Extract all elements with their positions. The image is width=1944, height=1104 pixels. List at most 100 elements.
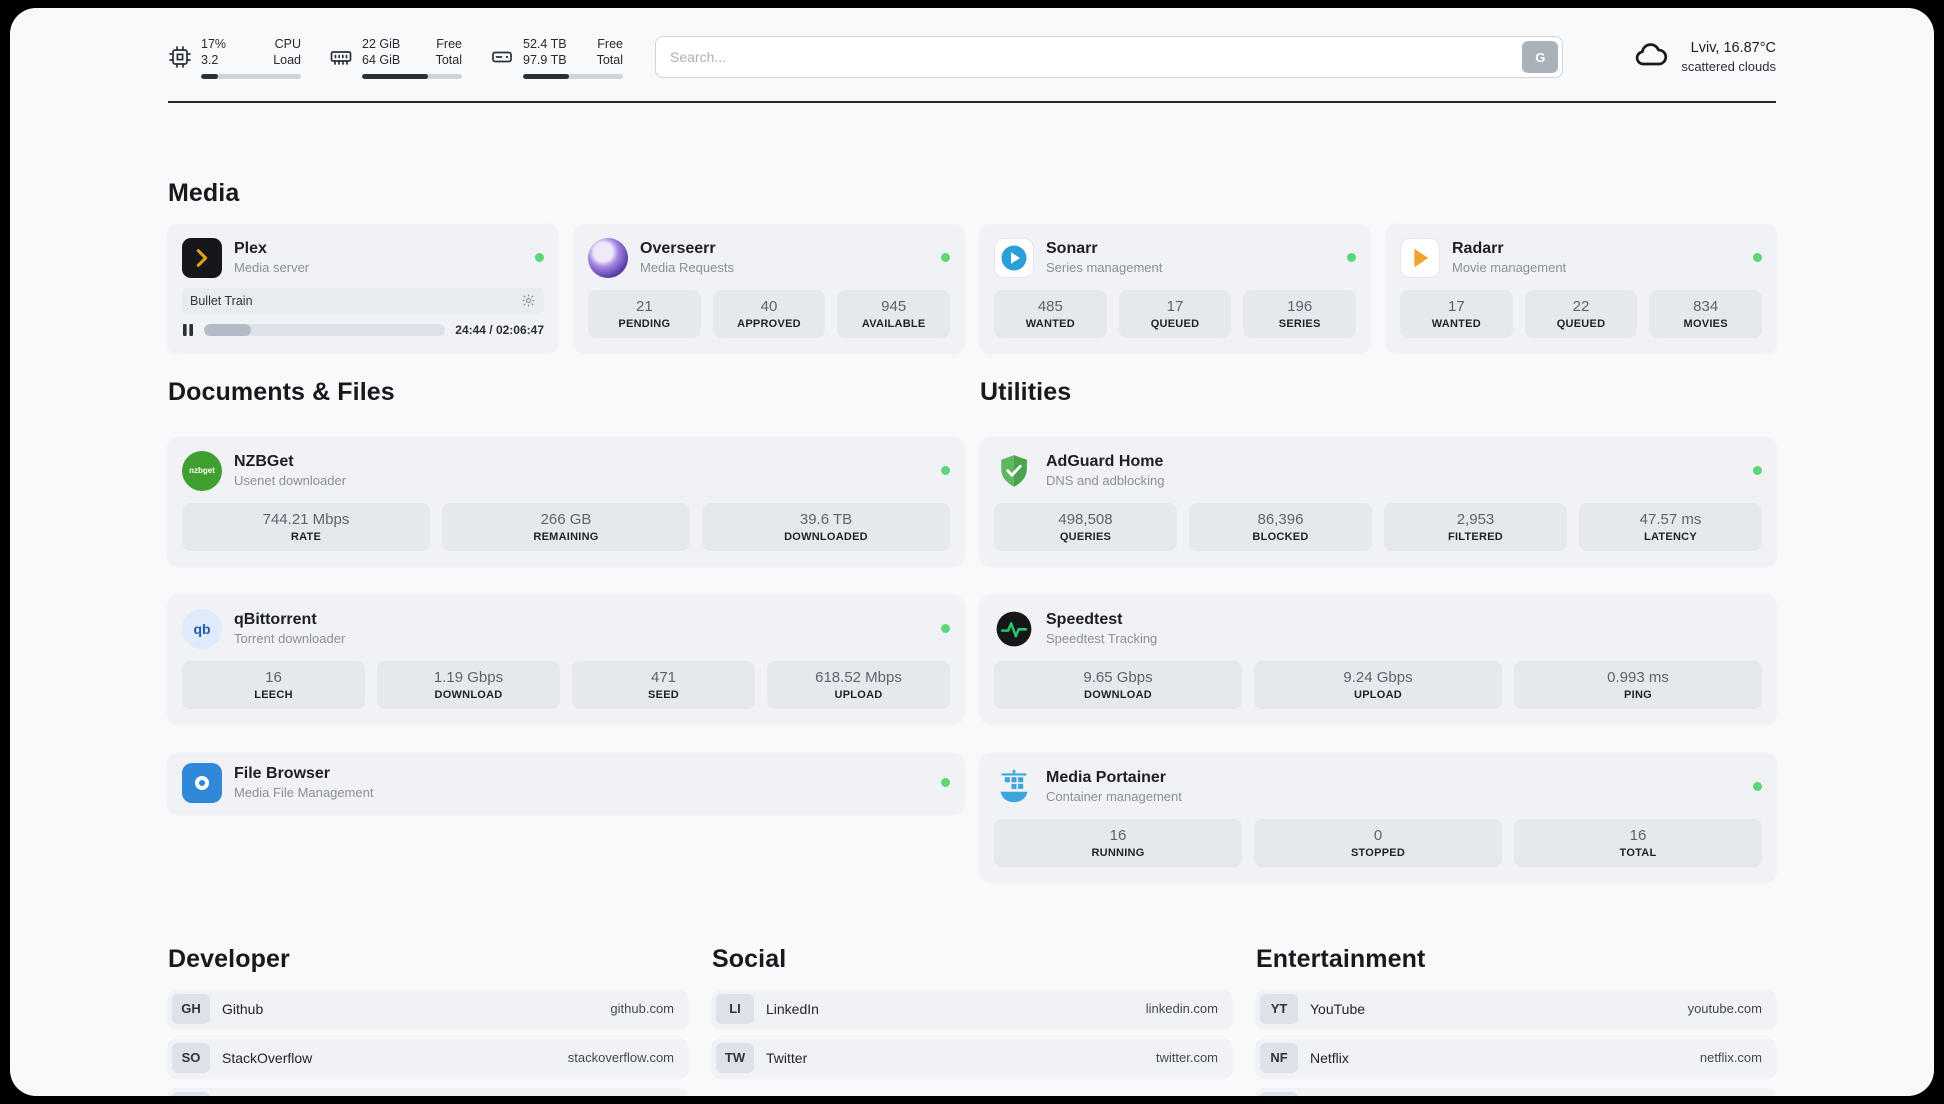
weather-widget: Lviv, 16.87°C scattered clouds <box>1633 37 1776 78</box>
cpu-icon <box>168 45 192 69</box>
ram-free: 22 GiB <box>362 37 401 51</box>
search-engine-button[interactable]: G <box>1522 41 1559 74</box>
ram-icon <box>329 45 353 69</box>
ram-progress-bar <box>362 73 462 79</box>
stat-upload: 9.24 Gbps UPLOAD <box>1254 660 1502 709</box>
app-subtitle: Speedtest Tracking <box>1046 631 1158 647</box>
app-card-sonarr[interactable]: Sonarr Series management 485 WANTED 17 QUE… <box>980 223 1370 352</box>
bookmark-group-entertainment: Entertainment YT YouTube youtube.com NF … <box>1256 944 1776 1096</box>
stat-pending: 21 PENDING <box>588 289 701 338</box>
app-subtitle: Media Requests <box>640 260 734 276</box>
youtube-badge-icon: YT <box>1260 993 1298 1024</box>
stat-wanted: 485 WANTED <box>994 289 1107 338</box>
reddit-badge-icon: RE <box>1260 1091 1298 1096</box>
app-name: File Browser <box>234 764 331 782</box>
nzbget-icon: nzbget <box>182 450 222 491</box>
stat-leech: 16 LEECH <box>182 660 365 709</box>
status-dot <box>1753 782 1762 791</box>
utilities-section-title: Utilities <box>980 377 1072 406</box>
app-name: Overseerr <box>640 239 716 257</box>
seek-bar[interactable] <box>204 323 446 336</box>
stat-rate: 744.21 Mbps RATE <box>182 502 430 551</box>
speedtest-icon <box>994 609 1034 649</box>
now-playing-title: Bullet Train <box>190 293 253 308</box>
bookmark-group-developer: Developer GH Github github.com SO StackO… <box>168 944 688 1096</box>
dashboard-screen: 17% 3.2 CPU Load 22 GiB 64 GiB <box>10 8 1934 1096</box>
github-badge-icon: GH <box>172 993 210 1024</box>
bookmark-linkedin[interactable]: LI LinkedIn linkedin.com <box>712 989 1232 1028</box>
entertainment-section-title: Entertainment <box>1256 944 1426 973</box>
app-card-plex[interactable]: Plex Media server Bullet Train <box>168 223 558 352</box>
sonarr-icon <box>994 237 1034 278</box>
app-name: Media Portainer <box>1046 768 1167 786</box>
app-card-portainer[interactable]: Media Portainer Container management 16 R… <box>980 752 1776 881</box>
settings-icon[interactable] <box>521 293 536 308</box>
cpu-progress-bar <box>201 73 301 79</box>
app-subtitle: Torrent downloader <box>234 631 346 647</box>
app-card-adguard[interactable]: AdGuard Home DNS and adblocking 498,508 Q… <box>980 436 1776 565</box>
header-divider <box>168 100 1776 103</box>
developer-section-title: Developer <box>168 944 290 973</box>
status-dot <box>1347 253 1356 262</box>
stat-remaining: 266 GB REMAINING <box>442 502 690 551</box>
bookmark-twitter[interactable]: TW Twitter twitter.com <box>712 1038 1232 1077</box>
linkedin-badge-icon: LI <box>716 993 754 1024</box>
search-input[interactable] <box>655 36 1564 79</box>
disk-total: 97.9 TB <box>523 53 567 68</box>
app-card-radarr[interactable]: Radarr Movie management 17 WANTED 22 QUEUE… <box>1386 223 1776 352</box>
bookmark-stackoverflow[interactable]: SO StackOverflow stackoverflow.com <box>168 1038 688 1077</box>
app-card-qbittorrent[interactable]: qb qBittorrent Torrent downloader 16 LEEC… <box>168 594 964 723</box>
bookmark-netflix[interactable]: NF Netflix netflix.com <box>1256 1038 1776 1077</box>
bookmark-youtube[interactable]: YT YouTube youtube.com <box>1256 989 1776 1028</box>
disk-free: 52.4 TB <box>523 37 567 51</box>
stat-download: 1.19 Gbps DOWNLOAD <box>377 660 560 709</box>
search: G <box>655 36 1564 79</box>
bookmark-github[interactable]: GH Github github.com <box>168 989 688 1028</box>
cpu-load-avg: 3.2 <box>201 53 219 68</box>
app-card-nzbget[interactable]: nzbget NZBGet Usenet downloader 744.21 M… <box>168 436 964 565</box>
stat-queries: 498,508 QUERIES <box>994 502 1177 551</box>
plex-icon <box>182 237 222 278</box>
stat-ping: 0.993 ms PING <box>1514 660 1762 709</box>
stat-running: 16 RUNNING <box>994 818 1242 867</box>
ram-stat: 22 GiB 64 GiB Free Total <box>329 36 462 79</box>
stat-queued: 22 QUEUED <box>1524 289 1638 338</box>
header: 17% 3.2 CPU Load 22 GiB 64 GiB <box>10 8 1934 79</box>
stat-approved: 40 APPROVED <box>712 289 826 338</box>
stat-filtered: 2,953 FILTERED <box>1384 502 1567 551</box>
stat-movies: 834 MOVIES <box>1649 289 1763 338</box>
status-dot <box>1753 466 1762 475</box>
bookmark-dev[interactable]: DT DEV dev.to <box>168 1087 688 1096</box>
stat-latency: 47.57 ms LATENCY <box>1579 502 1762 551</box>
overseerr-icon <box>588 237 628 278</box>
twitter-badge-icon: TW <box>716 1042 754 1073</box>
weather-location: Lviv, 16.87°C <box>1690 39 1776 56</box>
adguard-icon <box>994 451 1034 491</box>
system-stats: 17% 3.2 CPU Load 22 GiB 64 GiB <box>168 36 623 79</box>
app-subtitle: Usenet downloader <box>234 473 347 489</box>
pause-icon[interactable] <box>182 323 194 337</box>
status-dot <box>941 466 950 475</box>
stat-downloaded: 39.6 TB DOWNLOADED <box>702 502 950 551</box>
status-dot <box>941 253 950 262</box>
cpu-usage: 17% <box>201 37 227 51</box>
qbittorrent-icon: qb <box>182 608 222 649</box>
app-name: NZBGet <box>234 452 294 470</box>
weather-condition: scattered clouds <box>1681 59 1776 75</box>
radarr-icon <box>1400 237 1440 278</box>
portainer-icon <box>994 767 1034 807</box>
netflix-badge-icon: NF <box>1260 1042 1298 1073</box>
app-card-filebrowser[interactable]: File Browser Media File Management <box>168 752 964 813</box>
disk-progress-bar <box>523 73 623 79</box>
media-section-title: Media <box>168 178 240 207</box>
app-card-speedtest[interactable]: Speedtest Speedtest Tracking 9.65 Gbps DO… <box>980 594 1776 723</box>
app-subtitle: Series management <box>1046 260 1163 276</box>
documents-section-title: Documents & Files <box>168 377 395 406</box>
status-dot <box>535 253 544 262</box>
stackoverflow-badge-icon: SO <box>172 1042 210 1073</box>
dev-badge-icon: DT <box>172 1091 210 1096</box>
app-card-overseerr[interactable]: Overseerr Media Requests 21 PENDING 40 APP… <box>574 223 964 352</box>
bookmark-reddit[interactable]: RE Reddit reddit.com <box>1256 1087 1776 1096</box>
stat-blocked: 86,396 BLOCKED <box>1189 502 1372 551</box>
filebrowser-icon <box>182 762 222 803</box>
